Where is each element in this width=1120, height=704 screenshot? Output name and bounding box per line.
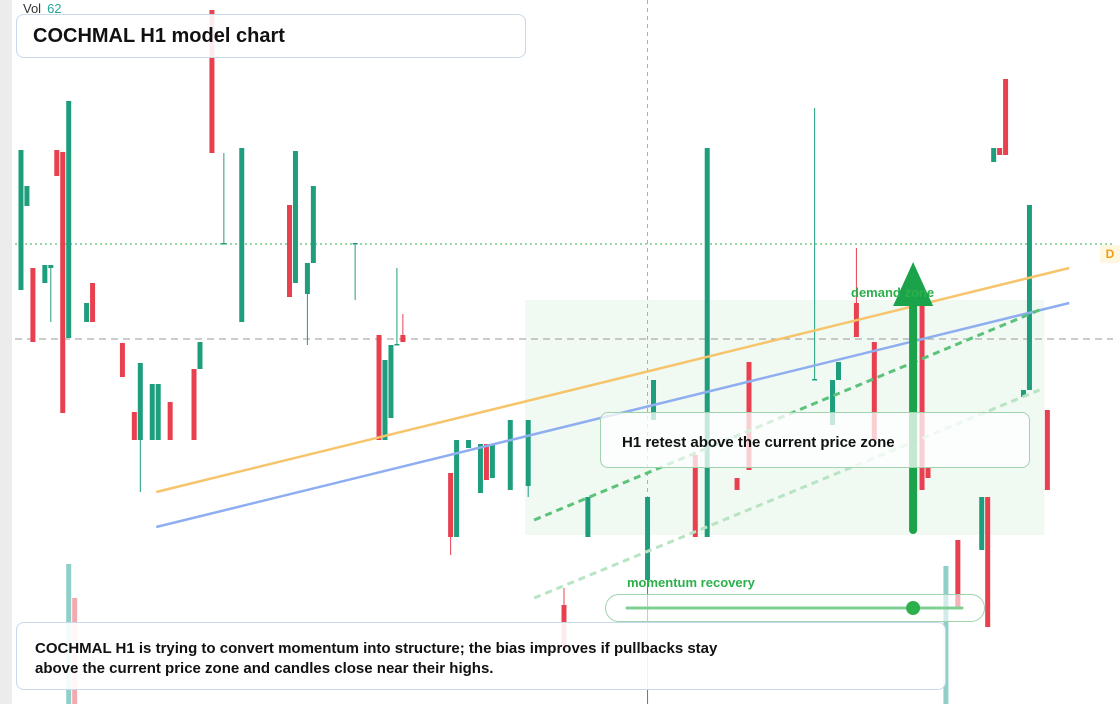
candle-body <box>197 342 203 369</box>
momentum-slider <box>605 594 985 622</box>
candle-body <box>979 497 985 550</box>
chart-title: COCHMAL H1 model chart <box>16 14 526 58</box>
left-edge <box>0 0 12 704</box>
candle-body <box>955 540 961 607</box>
candle-body <box>830 380 836 425</box>
candle-body <box>287 205 292 297</box>
level-marker: D <box>1100 245 1120 263</box>
candle-body <box>871 342 877 440</box>
candle-body <box>66 101 72 338</box>
candle-body <box>292 151 298 283</box>
candle-body <box>42 265 48 283</box>
candle-body <box>155 384 161 440</box>
candle-body <box>477 444 483 493</box>
candle-body <box>1003 79 1009 155</box>
candle-body <box>310 186 316 263</box>
candle-body <box>991 148 997 162</box>
candle-body <box>60 152 66 413</box>
candle-body <box>239 148 245 322</box>
candle-body <box>507 420 513 490</box>
candle-body <box>466 440 472 448</box>
candle-body <box>304 263 310 294</box>
candle-body <box>137 363 143 440</box>
volume-readout: Vol 62 <box>23 1 62 16</box>
candle-body <box>525 420 531 486</box>
candle-body <box>376 335 382 440</box>
candle-body <box>483 444 489 480</box>
candle-body <box>489 444 495 478</box>
candle-body <box>585 497 591 537</box>
candle-body <box>454 440 460 537</box>
vol-value: 62 <box>47 1 62 16</box>
candle-body <box>388 345 394 418</box>
demand-zone-label: demand zone <box>851 285 935 300</box>
candle-body <box>692 455 698 537</box>
arrow-head <box>893 262 934 306</box>
vol-label: Vol <box>23 1 42 16</box>
candle-body <box>645 497 651 580</box>
candle-body <box>836 362 841 380</box>
candle-body <box>985 497 991 627</box>
candle-body <box>394 344 400 346</box>
candle-body <box>919 303 925 490</box>
candle-body <box>90 283 96 322</box>
candle-body <box>1044 410 1050 490</box>
retest-callout: H1 retest above the current price zone <box>600 412 1030 468</box>
momentum-label: momentum recovery <box>627 575 755 590</box>
candle-body <box>18 150 24 290</box>
candle-body <box>24 186 30 206</box>
candle-body <box>400 335 406 342</box>
candle-body <box>382 360 388 440</box>
candle-body <box>191 369 197 440</box>
candle-body <box>48 265 54 268</box>
candle-body <box>651 380 657 420</box>
candle-body <box>734 478 740 490</box>
candle-body <box>119 343 125 377</box>
candle-body <box>704 148 710 537</box>
candle-body <box>149 384 155 440</box>
candle-body <box>1026 205 1032 390</box>
note-box: COCHMAL H1 is trying to convert momentum… <box>16 622 946 690</box>
candle-body <box>30 268 36 342</box>
candle-body <box>54 150 60 176</box>
candle-body <box>812 379 818 381</box>
candle-body <box>221 243 227 245</box>
candle-body <box>131 412 137 440</box>
candle-body <box>925 467 931 478</box>
candle-body <box>352 243 358 245</box>
candle-body <box>448 473 454 537</box>
candle-body <box>167 402 173 440</box>
note-text: COCHMAL H1 is trying to convert momentum… <box>35 640 718 677</box>
candle-body <box>84 303 90 322</box>
candle-body <box>209 10 215 153</box>
candle-body <box>1020 390 1026 397</box>
candle-body <box>997 148 1003 155</box>
